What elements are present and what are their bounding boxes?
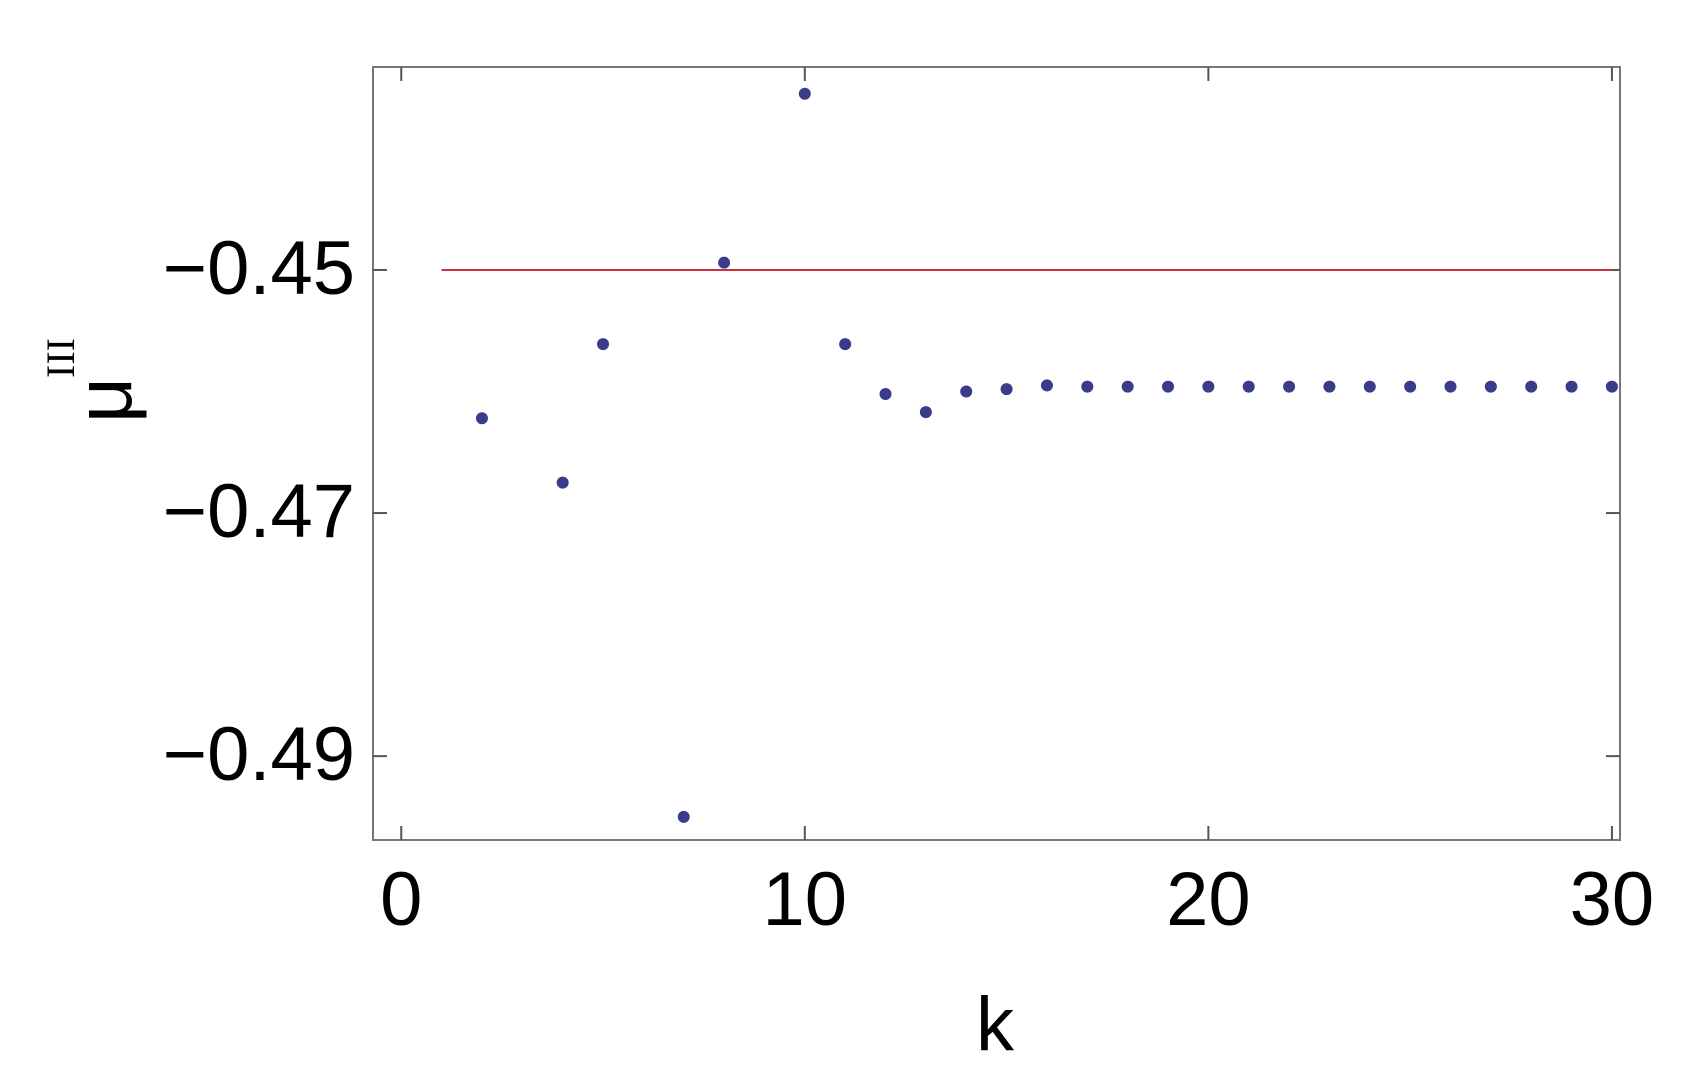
point — [1363, 380, 1376, 393]
point — [1000, 383, 1013, 396]
point — [1565, 380, 1578, 393]
point — [1525, 380, 1538, 393]
point — [1444, 380, 1457, 393]
point — [556, 476, 569, 489]
y-label-superscript: III — [38, 338, 83, 378]
y-axis-label: μ III — [38, 338, 148, 423]
point — [1121, 380, 1134, 393]
point — [1162, 380, 1175, 393]
y-label-main: μ — [59, 377, 148, 423]
point — [597, 338, 610, 351]
point — [1202, 380, 1215, 393]
point — [677, 810, 690, 823]
y-tick-label: −0.45 — [163, 226, 355, 311]
x-tick-label: 0 — [380, 857, 422, 942]
x-tick-label: 10 — [763, 857, 848, 942]
point — [1404, 380, 1417, 393]
point — [1242, 380, 1255, 393]
point — [1283, 380, 1296, 393]
point — [1484, 380, 1497, 393]
point — [1081, 380, 1094, 393]
point — [718, 256, 731, 269]
point — [1040, 379, 1053, 392]
plot-frame — [372, 66, 1621, 841]
y-tick-label: −0.47 — [163, 469, 355, 554]
point — [879, 387, 892, 400]
y-tick-label: −0.49 — [163, 712, 355, 797]
point — [1323, 380, 1336, 393]
point — [475, 412, 488, 425]
point — [919, 406, 932, 419]
x-tick-label: 30 — [1570, 857, 1655, 942]
x-tick-label: 20 — [1166, 857, 1251, 942]
point — [960, 385, 973, 398]
point — [839, 338, 852, 351]
point — [798, 87, 811, 100]
point — [1605, 380, 1618, 393]
x-axis-label: k — [976, 982, 1015, 1067]
